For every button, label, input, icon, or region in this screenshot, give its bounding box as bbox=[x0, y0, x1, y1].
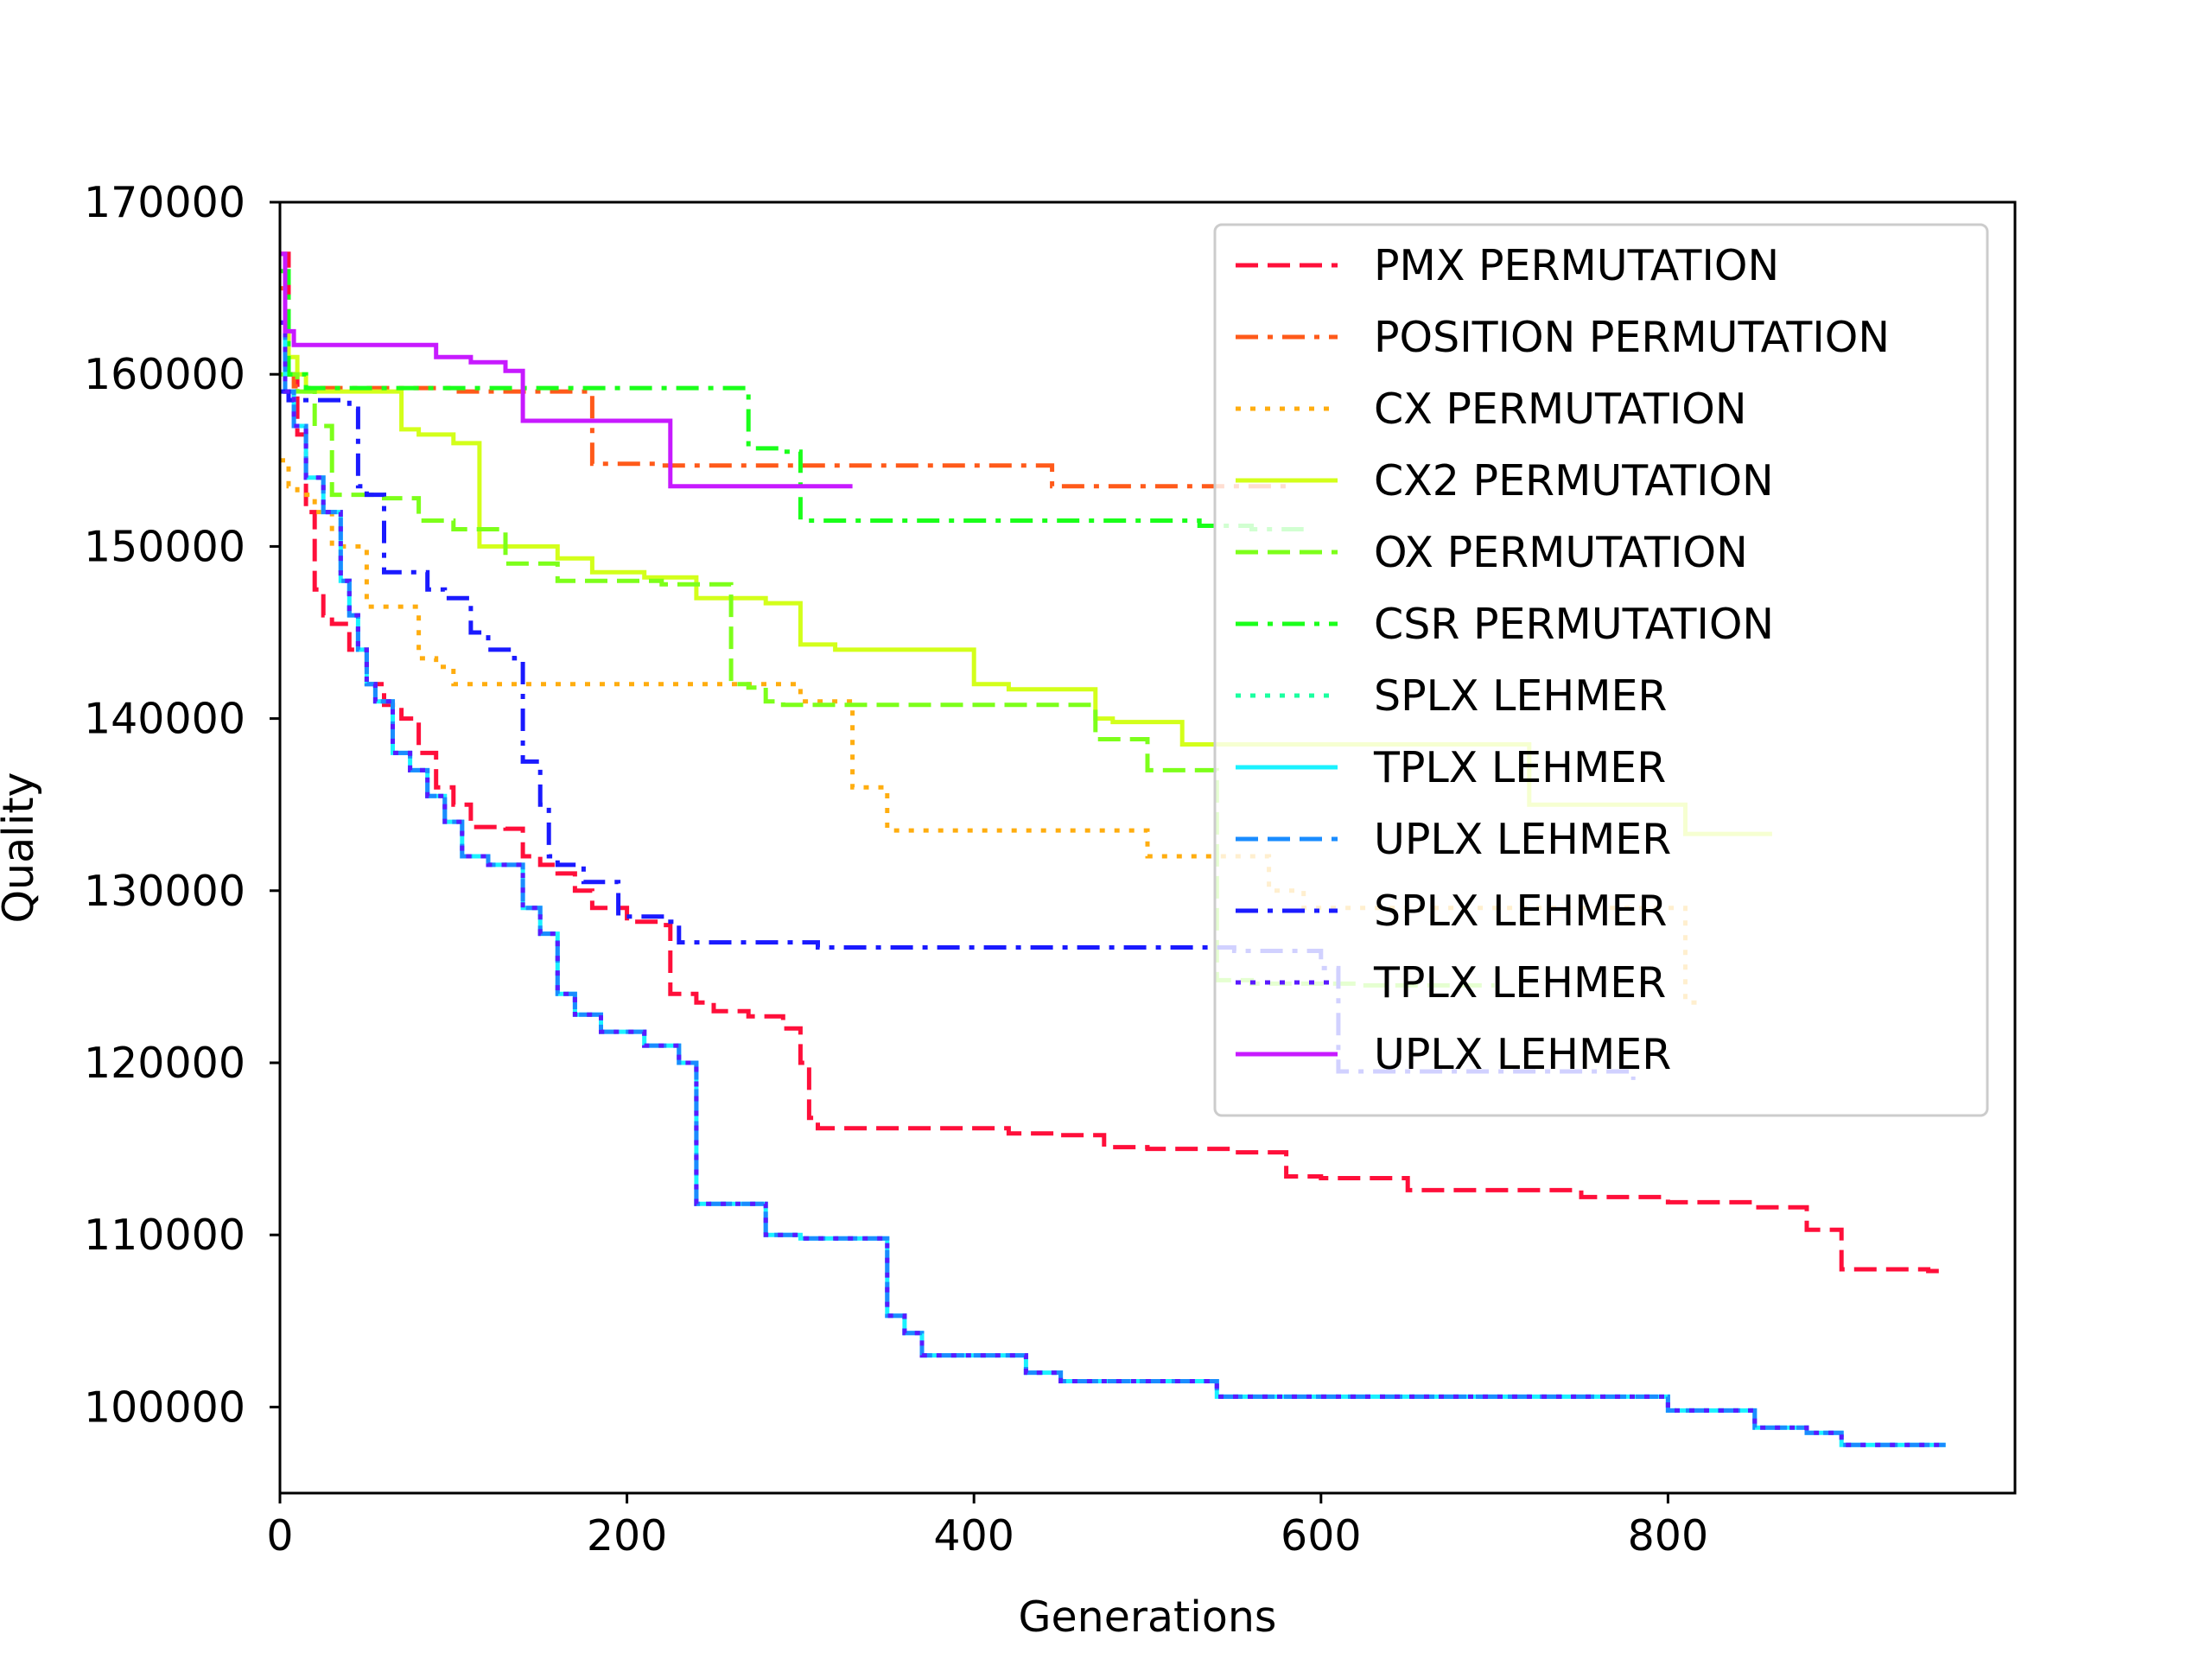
x-tick-label: 400 bbox=[933, 1511, 1014, 1560]
x-tick-label: 200 bbox=[587, 1511, 668, 1560]
legend-label: PMX PERMUTATION bbox=[1374, 241, 1779, 290]
y-tick-label: 150000 bbox=[84, 522, 245, 571]
legend-box bbox=[1213, 223, 1989, 1117]
legend-label: UPLX LEHMER bbox=[1374, 815, 1671, 864]
legend: PMX PERMUTATION POSITION PERMUTATION CX PE… bbox=[1213, 223, 1989, 1117]
y-tick-label: 140000 bbox=[84, 695, 245, 744]
legend-label: UPLX LEHMER bbox=[1374, 1030, 1671, 1079]
x-tick-label: 800 bbox=[1628, 1511, 1709, 1560]
legend-label: TPLX LEHMER bbox=[1373, 743, 1666, 792]
legend-label: POSITION PERMUTATION bbox=[1374, 313, 1890, 362]
series-line-12 bbox=[280, 251, 853, 489]
series-line-6 bbox=[280, 269, 1304, 531]
y-tick-label: 130000 bbox=[84, 867, 245, 916]
legend-label: CX2 PERMUTATION bbox=[1374, 456, 1774, 505]
x-axis-label: Generations bbox=[1019, 1592, 1277, 1642]
legend-label: SPLX LEHMER bbox=[1374, 671, 1667, 721]
series-line-9 bbox=[280, 320, 1946, 1447]
y-tick-label: 110000 bbox=[84, 1211, 245, 1260]
series-line-4 bbox=[280, 320, 1772, 836]
axes-layer: 0 200 400 600 800 100000 110000 120000 130000 140… bbox=[0, 178, 2017, 1642]
plot-frame bbox=[278, 200, 2017, 1495]
y-tick-label: 100000 bbox=[84, 1382, 245, 1432]
y-tick-label: 170000 bbox=[84, 178, 245, 227]
legend-label: SPLX LEHMER bbox=[1374, 887, 1667, 936]
y-tick-label: 160000 bbox=[84, 350, 245, 399]
x-tick-label: 0 bbox=[266, 1511, 293, 1560]
y-axis-label: Quality bbox=[0, 772, 43, 923]
y-tick-label: 120000 bbox=[84, 1039, 245, 1088]
legend-label: CSR PERMUTATION bbox=[1374, 600, 1774, 649]
legend-label: CX PERMUTATION bbox=[1374, 385, 1747, 434]
legend-label: OX PERMUTATION bbox=[1374, 528, 1748, 577]
legend-label: TPLX LEHMER bbox=[1373, 958, 1666, 1007]
x-tick-label: 600 bbox=[1281, 1511, 1362, 1560]
